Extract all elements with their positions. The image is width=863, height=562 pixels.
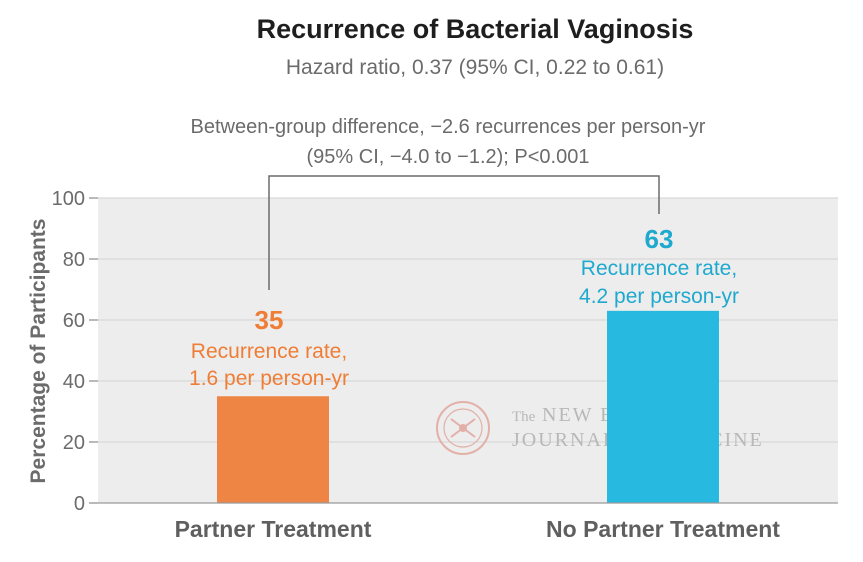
value-label-partner-treatment: 35 bbox=[255, 305, 284, 335]
rate-label-partner-line2: 1.6 per person-yr bbox=[189, 367, 349, 390]
comparison-line-2: (95% CI, −4.0 to −1.2); P<0.001 bbox=[307, 146, 590, 168]
chart-title: Recurrence of Bacterial Vaginosis bbox=[257, 14, 694, 44]
comparison-line-1: Between-group difference, −2.6 recurrenc… bbox=[191, 116, 706, 138]
watermark-line2-journal: JOURNAL bbox=[512, 429, 617, 451]
y-tick-label-40: 40 bbox=[63, 371, 85, 393]
y-tick-label-100: 100 bbox=[52, 188, 85, 210]
rate-label-partner-line1: Recurrence rate, bbox=[191, 340, 347, 363]
y-tick-label-0: 0 bbox=[74, 493, 85, 515]
y-tick-label-80: 80 bbox=[63, 249, 85, 271]
bars bbox=[217, 310, 719, 503]
y-tick-label-60: 60 bbox=[63, 310, 85, 332]
rate-label-no-partner-line2: 4.2 per person-yr bbox=[579, 285, 739, 308]
watermark-the: The bbox=[512, 409, 536, 425]
comparison-bracket bbox=[268, 175, 660, 290]
y-axis-ticks: 0 20 40 60 80 100 bbox=[52, 188, 98, 515]
category-label-partner-treatment: Partner Treatment bbox=[175, 516, 372, 542]
rate-label-no-partner-line1: Recurrence rate, bbox=[581, 257, 737, 280]
value-label-no-partner-treatment: 63 bbox=[645, 224, 674, 254]
nejm-seal-logo bbox=[436, 401, 490, 455]
y-axis-label: Percentage of Participants bbox=[27, 219, 50, 484]
y-tick-label-20: 20 bbox=[63, 432, 85, 454]
category-label-no-partner-treatment: No Partner Treatment bbox=[546, 516, 780, 542]
bar-no-partner-treatment bbox=[607, 310, 719, 503]
chart-subtitle: Hazard ratio, 0.37 (95% CI, 0.22 to 0.61… bbox=[286, 56, 664, 79]
bar-partner-treatment bbox=[217, 396, 329, 503]
